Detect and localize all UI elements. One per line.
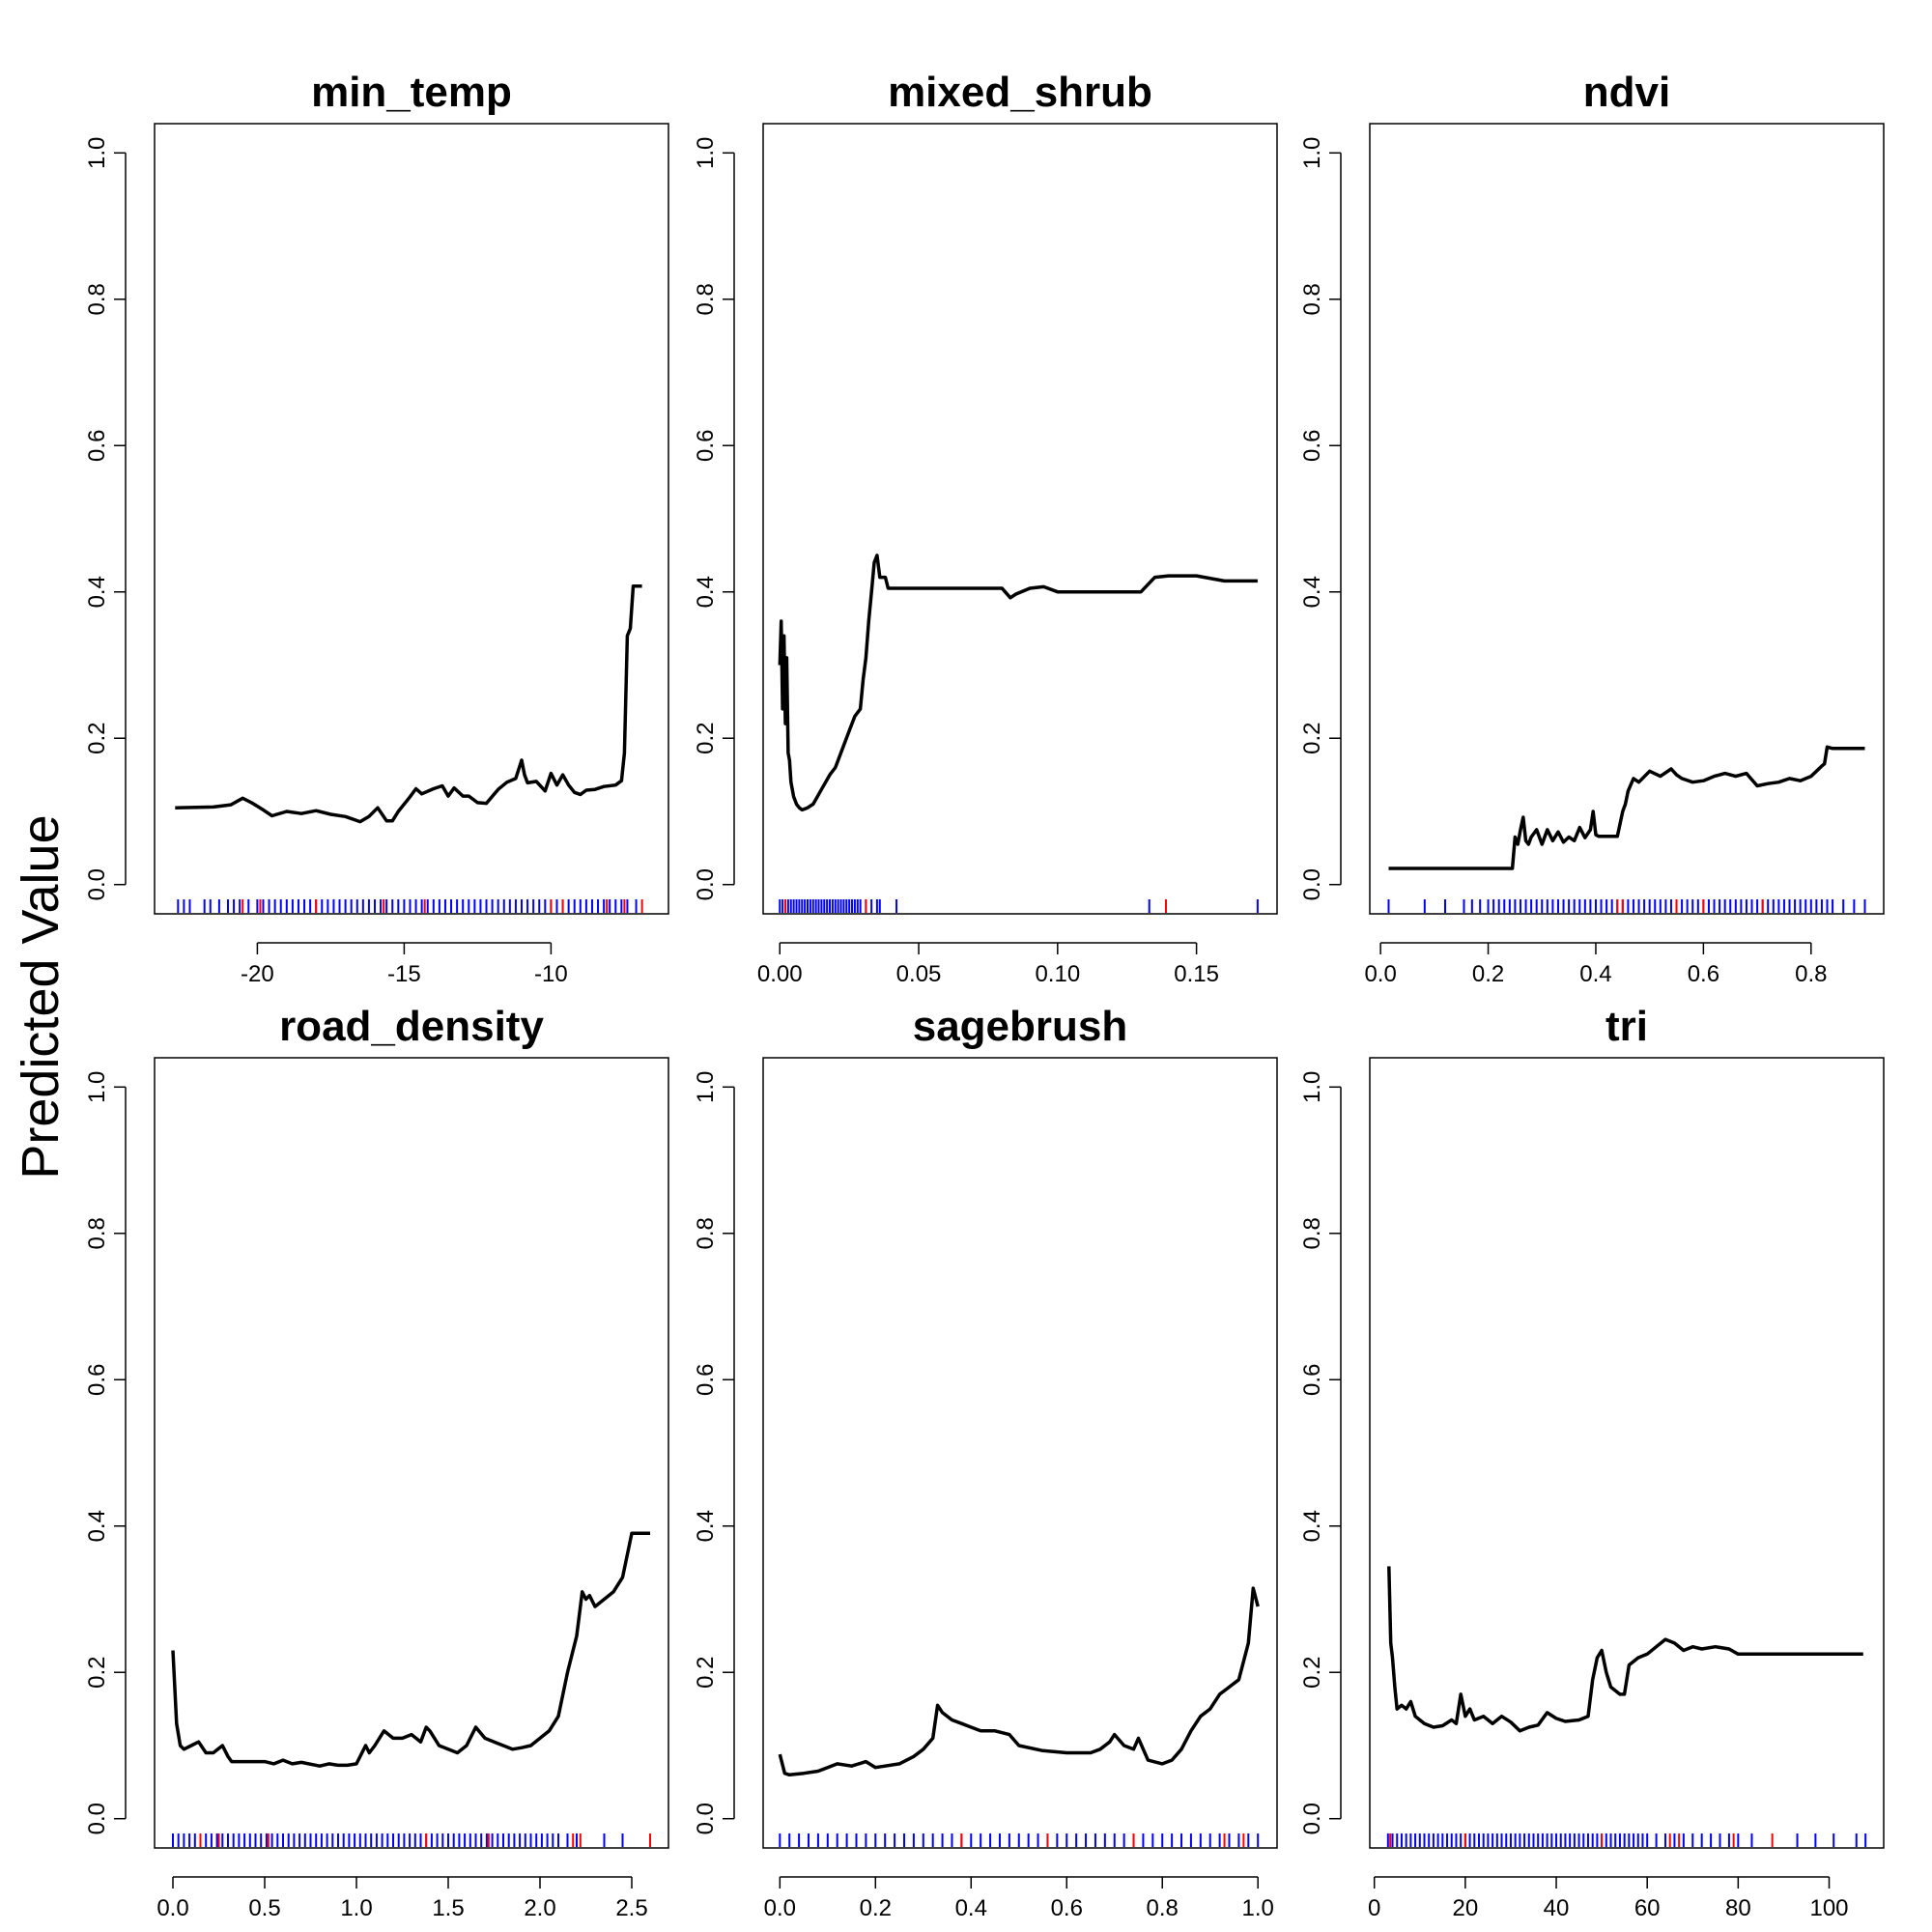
x-tick-label: 0.6 <box>1051 1895 1083 1921</box>
y-tick-label: 1.0 <box>693 137 719 169</box>
plot-frame <box>762 1057 1278 1849</box>
plot-frame <box>1369 1057 1885 1849</box>
x-tick-label: 0.0 <box>1364 961 1396 987</box>
x-tick-label: -10 <box>534 961 568 987</box>
y-tick-label: 0.6 <box>1299 1364 1325 1396</box>
x-tick-label: 0.10 <box>1035 961 1080 987</box>
response-line <box>1387 1566 1863 1733</box>
x-tick-label: 0.5 <box>248 1895 280 1921</box>
panel-road-density: road_density 0.0 0.2 0.4 0.6 0.8 1.0 0.0 0.5 1.0 1… <box>84 1003 669 1921</box>
plot-frame <box>1369 123 1885 915</box>
x-tick-label: 0.8 <box>1795 961 1827 987</box>
x-tick-label: 1.5 <box>432 1895 464 1921</box>
y-tick-label: 1.0 <box>1299 137 1325 169</box>
x-tick-label: 0.6 <box>1688 961 1719 987</box>
response-line <box>1388 745 1865 870</box>
y-tick-label: 0.8 <box>693 1217 719 1249</box>
y-tick-label: 0.6 <box>1299 430 1325 462</box>
global-y-axis-label: Predicted Value <box>12 814 70 1179</box>
y-tick-label: 1.0 <box>1299 1071 1325 1103</box>
x-tick-label: 0.15 <box>1174 961 1219 987</box>
y-tick-label: 0.2 <box>1299 723 1325 754</box>
panel-title: mixed_shrub <box>888 69 1152 116</box>
y-tick-label: 0.6 <box>84 430 110 462</box>
y-tick-label: 0.4 <box>84 576 110 608</box>
y-tick-label: 0.2 <box>693 1657 719 1689</box>
response-line <box>171 1531 650 1768</box>
y-tick-label: 0.0 <box>84 1803 110 1834</box>
y-tick-label: 0.6 <box>693 430 719 462</box>
plot-frame <box>154 123 669 915</box>
panel-title: min_temp <box>311 69 512 116</box>
y-tick-label: 0.8 <box>693 283 719 315</box>
y-tick-label: 0.4 <box>1299 576 1325 608</box>
y-tick-label: 0.8 <box>1299 1217 1325 1249</box>
x-tick-label: 2.5 <box>615 1895 647 1921</box>
y-tick-label: 1.0 <box>693 1071 719 1103</box>
panel-min-temp: min_temp 0.0 0.2 0.4 0.6 0.8 1.0 -20 -15 -10 <box>84 69 669 987</box>
plot-frame <box>154 1057 669 1849</box>
x-tick-label: 0.05 <box>896 961 942 987</box>
y-tick-label: 0.2 <box>1299 1657 1325 1689</box>
y-tick-label: 0.6 <box>84 1364 110 1396</box>
x-tick-label: 0 <box>1368 1895 1380 1921</box>
x-tick-label: 0.0 <box>764 1895 796 1921</box>
x-tick-label: 0.00 <box>757 961 803 987</box>
response-line <box>778 554 1258 812</box>
y-tick-label: 0.8 <box>84 283 110 315</box>
x-tick-label: 40 <box>1544 1895 1570 1921</box>
y-tick-label: 0.0 <box>1299 868 1325 900</box>
x-tick-label: 0.2 <box>1472 961 1504 987</box>
panel-title: sagebrush <box>913 1003 1128 1050</box>
plot-frame <box>762 123 1278 915</box>
y-tick-label: 0.0 <box>84 868 110 900</box>
panel-title: road_density <box>279 1003 544 1050</box>
y-tick-label: 0.4 <box>693 576 719 608</box>
panel-tri: tri 0.0 0.2 0.4 0.6 0.8 1.0 0 20 40 60 80 100 <box>1299 1003 1885 1921</box>
y-tick-label: 0.2 <box>84 1657 110 1689</box>
panel-title: ndvi <box>1583 69 1670 116</box>
panel-grid: min_temp 0.0 0.2 0.4 0.6 0.8 1.0 -20 -15 -10 mixed… <box>84 69 1885 1921</box>
y-tick-label: 0.4 <box>693 1510 719 1542</box>
y-tick-label: 1.0 <box>84 1071 110 1103</box>
panel-mixed-shrub: mixed_shrub 0.0 0.2 0.4 0.6 0.8 1.0 0.00 0.05 0.1… <box>693 69 1278 987</box>
y-tick-label: 0.2 <box>693 723 719 754</box>
x-tick-label: -20 <box>241 961 274 987</box>
x-tick-label: 2.0 <box>524 1895 555 1921</box>
x-tick-label: -15 <box>387 961 421 987</box>
x-tick-label: 60 <box>1634 1895 1661 1921</box>
y-tick-label: 0.4 <box>84 1510 110 1542</box>
x-tick-label: 0.8 <box>1147 1895 1179 1921</box>
x-tick-label: 1.0 <box>340 1895 372 1921</box>
y-tick-label: 0.8 <box>1299 283 1325 315</box>
y-tick-label: 0.4 <box>1299 1510 1325 1542</box>
y-tick-label: 1.0 <box>84 137 110 169</box>
x-tick-label: 0.0 <box>156 1895 188 1921</box>
x-tick-label: 100 <box>1809 1895 1848 1921</box>
x-tick-label: 0.4 <box>955 1895 987 1921</box>
y-tick-label: 0.6 <box>693 1364 719 1396</box>
x-tick-label: 80 <box>1725 1895 1751 1921</box>
panel-ndvi: ndvi 0.0 0.2 0.4 0.6 0.8 1.0 0.0 0.2 0.4 0.6 0.8 <box>1299 69 1885 987</box>
x-tick-label: 0.4 <box>1579 961 1611 987</box>
response-line <box>175 583 642 824</box>
panel-sagebrush: sagebrush 0.0 0.2 0.4 0.6 0.8 1.0 0.0 0.2 0.4 0.6 0… <box>693 1003 1278 1921</box>
y-tick-label: 0.0 <box>693 868 719 900</box>
x-tick-label: 20 <box>1453 1895 1479 1921</box>
panel-title: tri <box>1605 1003 1648 1050</box>
y-tick-label: 0.8 <box>84 1217 110 1249</box>
x-tick-label: 0.2 <box>860 1895 892 1921</box>
y-tick-label: 0.0 <box>693 1803 719 1834</box>
y-tick-label: 0.0 <box>1299 1803 1325 1834</box>
x-tick-label: 1.0 <box>1242 1895 1274 1921</box>
y-tick-label: 0.2 <box>84 723 110 754</box>
response-line <box>778 1586 1260 1777</box>
